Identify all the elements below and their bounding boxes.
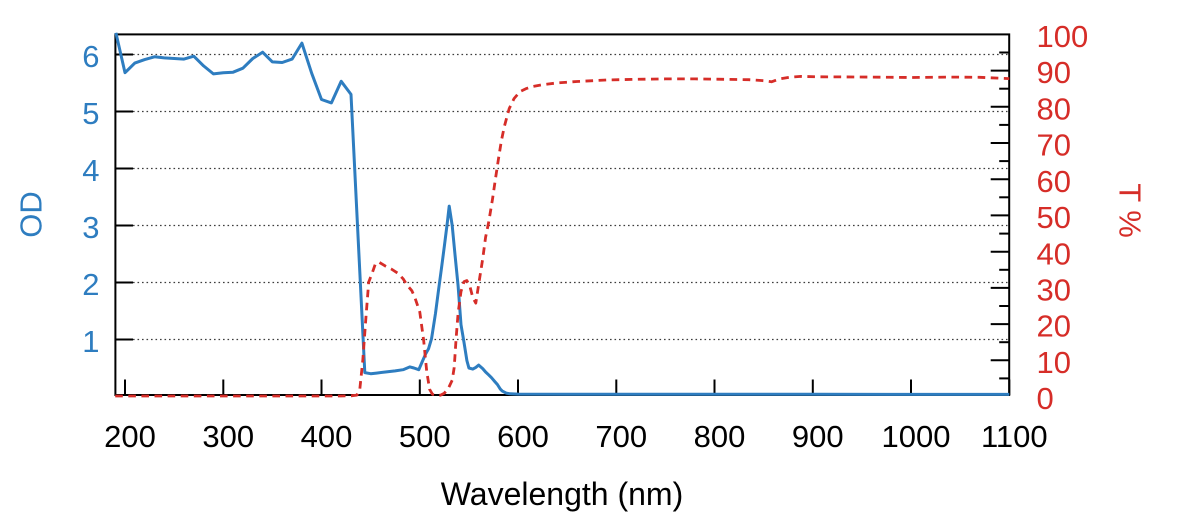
svg-text:200: 200 bbox=[104, 419, 156, 454]
svg-text:100: 100 bbox=[1037, 19, 1089, 54]
svg-text:400: 400 bbox=[301, 419, 353, 454]
svg-text:4: 4 bbox=[82, 153, 99, 188]
svg-text:1000: 1000 bbox=[882, 419, 951, 454]
svg-text:OD: OD bbox=[14, 191, 49, 238]
svg-text:50: 50 bbox=[1037, 200, 1071, 235]
svg-text:5: 5 bbox=[82, 96, 99, 131]
svg-text:90: 90 bbox=[1037, 55, 1071, 90]
svg-text:700: 700 bbox=[595, 419, 647, 454]
svg-text:600: 600 bbox=[497, 419, 549, 454]
svg-text:10: 10 bbox=[1037, 345, 1071, 380]
svg-text:300: 300 bbox=[202, 419, 254, 454]
svg-text:0: 0 bbox=[1037, 381, 1054, 416]
svg-text:40: 40 bbox=[1037, 236, 1071, 271]
svg-text:80: 80 bbox=[1037, 91, 1071, 126]
svg-text:T %: T % bbox=[1113, 183, 1148, 238]
svg-text:3: 3 bbox=[82, 210, 99, 245]
svg-text:60: 60 bbox=[1037, 164, 1071, 199]
svg-text:30: 30 bbox=[1037, 273, 1071, 308]
svg-text:20: 20 bbox=[1037, 309, 1071, 344]
svg-text:900: 900 bbox=[792, 419, 844, 454]
svg-text:70: 70 bbox=[1037, 128, 1071, 163]
svg-text:800: 800 bbox=[694, 419, 746, 454]
svg-text:Wavelength (nm): Wavelength (nm) bbox=[441, 476, 683, 512]
svg-text:500: 500 bbox=[399, 419, 451, 454]
svg-text:1: 1 bbox=[82, 324, 99, 359]
svg-text:6: 6 bbox=[82, 39, 99, 74]
svg-text:1100: 1100 bbox=[981, 419, 1048, 454]
svg-text:2: 2 bbox=[82, 267, 99, 302]
